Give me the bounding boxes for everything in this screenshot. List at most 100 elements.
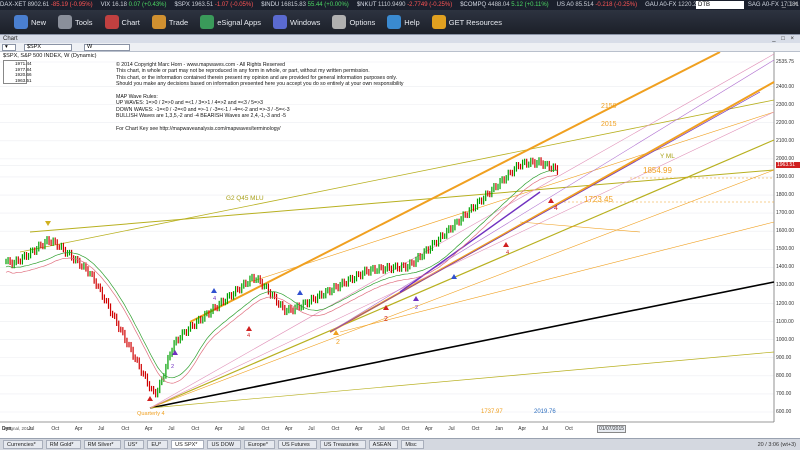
fork-upper-line xyxy=(189,52,721,323)
toolbar-button-get-resources[interactable]: GET Resources xyxy=(431,15,502,29)
page-tab[interactable]: Misc xyxy=(401,440,424,449)
wave-marker xyxy=(451,274,457,279)
chart-legend-title: $SPX, S&P 500 INDEX, W (Dynamic) xyxy=(3,53,97,59)
toolbar-button-label: Help xyxy=(404,17,420,27)
toolbar-button-label: GET Resources xyxy=(448,17,502,27)
page-tab-bar: Currencies* RM Gold* RM Silver* US* EU* US SP… xyxy=(0,438,800,450)
ticker-symbol: $COMPQ xyxy=(460,2,488,8)
toolbar-button-esignal-apps[interactable]: eSignal Apps xyxy=(200,15,261,29)
page-tab[interactable]: US Treasuries xyxy=(319,440,366,449)
x-axis-label: Oct xyxy=(51,426,60,432)
page-tab[interactable]: Europe* xyxy=(244,440,275,449)
ohlc-close: 1963.51 xyxy=(15,77,32,83)
chart-area[interactable]: $SPX, S&P 500 INDEX, W (Dynamic) 1971.44… xyxy=(0,52,800,433)
notice-line: MAP Wave Rules: xyxy=(116,93,158,100)
esignal-apps-icon xyxy=(200,15,215,29)
x-axis-label: Oct xyxy=(401,426,410,432)
notice-line: For Chart Key see http://mapwaveanalysis… xyxy=(116,125,281,132)
page-tab[interactable]: RM Gold* xyxy=(45,440,81,449)
quarterly-label: Quarterly 4 xyxy=(137,411,165,417)
page-tab[interactable]: US DOW xyxy=(207,440,242,449)
ticker-item[interactable]: $SPX 1963.51 -1.07 (-0.05%) xyxy=(175,0,254,10)
channel-line-1 xyxy=(329,91,761,333)
ticker-symbol: GAU A0-FX xyxy=(645,2,679,8)
help-icon xyxy=(387,15,402,29)
y-axis-label: 1100.00 xyxy=(776,318,794,325)
wave-label-2d: 2 xyxy=(415,305,419,311)
page-tab[interactable]: EU* xyxy=(147,440,169,449)
x-axis-label: Jul xyxy=(98,426,105,432)
ticker-value: 8902.61 xyxy=(27,2,51,8)
ticker-symbol: $NKUT xyxy=(356,2,379,8)
ticker-item[interactable]: SAG A0-FX 17.181 0.011 (+0.06%) xyxy=(748,0,800,10)
dtb-input[interactable]: DTB xyxy=(696,1,744,9)
ticker-change: -2.7749 (-0.25%) xyxy=(407,2,453,8)
ticker-value: 1110.9490 xyxy=(378,2,408,8)
x-axis-label: Oct xyxy=(191,426,200,432)
windows-icon xyxy=(273,15,287,29)
wave-marker xyxy=(45,221,51,226)
symbol-menu-button[interactable]: ▾ xyxy=(2,44,16,51)
x-axis-label: Apr xyxy=(144,426,153,432)
page-tab[interactable]: Currencies* xyxy=(3,440,43,449)
page-tab[interactable]: RM Silver* xyxy=(83,440,121,449)
toolbar-button-label: eSignal Apps xyxy=(217,17,261,27)
ticker-item[interactable]: $NKUT 1110.9490 -2.7749 (-0.25%) xyxy=(357,0,452,10)
toolbar-button-options[interactable]: Options xyxy=(332,15,375,29)
y-axis-label: 2300.00 xyxy=(776,101,795,108)
y-axis-label: 1500.00 xyxy=(776,246,795,253)
y-axis-label: 2100.00 xyxy=(776,137,795,144)
x-axis-label: Jul xyxy=(238,426,245,432)
y-axis-label: 1000.00 xyxy=(776,336,795,343)
notice-line: © 2014 Copyright Marc Horn - www.mapwave… xyxy=(116,62,286,68)
chart-icon xyxy=(104,15,119,29)
chart-window-titlebar[interactable]: Chart _ □ × xyxy=(0,35,800,43)
fork-thin-3 xyxy=(339,221,775,333)
toolbar-button-tools[interactable]: Tools xyxy=(58,15,93,29)
notice-line: This chart, or the information contained… xyxy=(116,74,398,81)
toolbar-button-new[interactable]: New xyxy=(14,15,46,29)
toolbar-button-windows[interactable]: Windows xyxy=(273,15,320,29)
copyright-notice: © 2014 Copyright Marc Horn - www.mapwave… xyxy=(116,62,404,132)
x-axis-label: Jul xyxy=(28,426,35,432)
wave-marker xyxy=(211,288,217,293)
ticker-item[interactable]: DAX-XET 8902.61 -85.19 (-0.95%) xyxy=(0,0,93,10)
toolbar-button-trade[interactable]: Trade xyxy=(151,15,188,29)
level-2015: 2015 xyxy=(601,121,617,128)
y-ml-label: Y ML xyxy=(660,153,675,160)
ticker-symbol: VIX xyxy=(100,2,112,8)
ticker-value: 85.514 xyxy=(575,2,596,8)
ma-line-red xyxy=(5,175,558,384)
price-chart[interactable] xyxy=(0,52,800,432)
page-tab[interactable]: US SPX* xyxy=(171,440,205,449)
toolbar-button-label: New xyxy=(31,17,47,27)
chart-window-controls[interactable]: _ □ × xyxy=(772,36,796,42)
ticker-symbol: $SPX xyxy=(174,2,192,8)
wave-label-2b: 2 xyxy=(336,339,340,346)
ticker-symbol: SAG A0-FX xyxy=(747,2,781,8)
page-tab[interactable]: US* xyxy=(123,440,145,449)
symbol-input[interactable]: $SPX xyxy=(24,44,72,51)
app-window-controls[interactable]: _ □ × xyxy=(781,1,798,8)
toolbar-button-label: Windows xyxy=(290,17,321,27)
toolbar-button-help[interactable]: Help xyxy=(387,15,420,29)
x-axis-label: Oct xyxy=(261,426,270,432)
ticker-item[interactable]: US A0 85.514 -0.218 (-0.25%) xyxy=(557,0,637,10)
ticker-symbol: DAX-XET xyxy=(0,2,28,8)
wave-marker xyxy=(147,396,153,401)
toolbar-button-label: Chart xyxy=(121,17,140,27)
y-axis-label: 800.00 xyxy=(776,372,792,379)
ticker-item[interactable]: $INDU 16815.83 55.44 (+0.00%) xyxy=(261,0,349,10)
page-tab[interactable]: ASEAN xyxy=(368,440,399,449)
ticker-item[interactable]: $COMPQ 4488.04 5.12 (+0.11%) xyxy=(460,0,548,10)
notice-line: UP WAVES: 1=>0 / 2=>0 and =<1 / 3=>1 / 4… xyxy=(116,100,263,107)
ticker-item[interactable]: VIX 16.18 0.07 (+0.43%) xyxy=(101,0,167,10)
x-axis-label: Jul xyxy=(168,426,175,432)
interval-input[interactable]: W xyxy=(84,44,130,51)
ticker-value: 16815.83 xyxy=(280,2,308,8)
ticker-value: 1220.29 xyxy=(678,2,702,8)
y-axis-label: 2200.00 xyxy=(776,119,795,126)
y-axis-label: 1963.51 xyxy=(776,162,800,169)
toolbar-button-chart[interactable]: Chart xyxy=(104,15,140,29)
page-tab[interactable]: US Futures xyxy=(277,440,317,449)
